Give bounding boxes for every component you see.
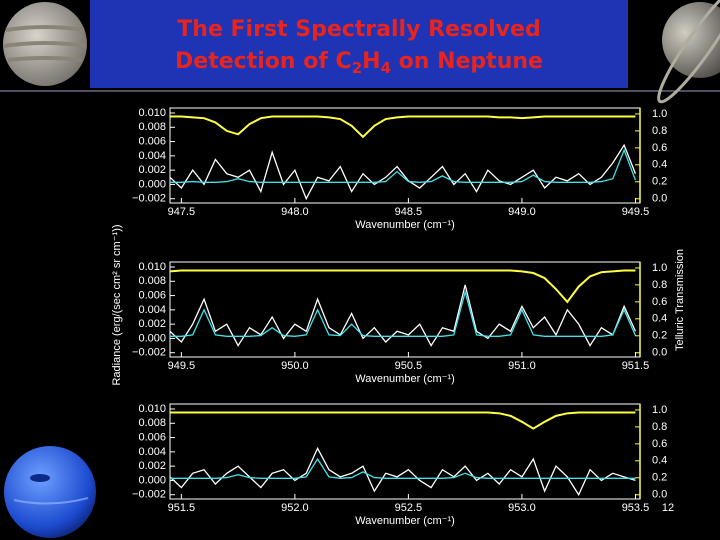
x-tick-label: 950.5 — [395, 360, 423, 372]
y2-tick-label: 0.8 — [652, 421, 667, 433]
y-tick-label: 0.000 — [138, 332, 166, 344]
y-tick-label: 0.008 — [138, 121, 166, 133]
x-tick-label: 949.5 — [622, 206, 650, 218]
y-tick-label: 0.010 — [138, 261, 166, 273]
title-text: H — [362, 49, 380, 74]
slide-number: 12 — [662, 502, 674, 514]
y-tick-label: 0.004 — [138, 446, 166, 458]
y-tick-label: −0.002 — [132, 193, 166, 205]
series-line — [169, 446, 636, 497]
jupiter-image — [3, 2, 87, 86]
y2-tick-label: 0.4 — [652, 159, 667, 171]
series-line — [170, 457, 636, 479]
y2-tick-label: 0.6 — [652, 296, 667, 308]
series-line — [170, 115, 636, 139]
y-tick-label: 0.004 — [138, 304, 166, 316]
y2-tick-label: 0.6 — [652, 438, 667, 450]
series-line — [170, 148, 637, 183]
title-text: Detection of C — [175, 49, 352, 74]
title-line-1: The First Spectrally Resolved — [177, 17, 540, 42]
y2-tick-label: 1.0 — [652, 404, 667, 416]
y2-tick-label: 0.2 — [652, 330, 667, 342]
y-tick-label: 0.000 — [138, 178, 166, 190]
y2-tick-label: 0.0 — [652, 347, 667, 359]
y-tick-label: 0.006 — [138, 431, 166, 443]
y2-tick-label: 0.2 — [652, 472, 667, 484]
y2-tick-label: 0.4 — [652, 313, 667, 325]
title-line-2: Detection of C2H4 on Neptune — [175, 49, 543, 77]
x-tick-label: 953.5 — [622, 502, 650, 514]
title-banner — [90, 0, 628, 88]
y-tick-label: 0.010 — [138, 107, 166, 119]
y2-tick-label: 0.4 — [652, 455, 667, 467]
title-subscript: 4 — [381, 59, 391, 77]
y2-tick-label: 0.6 — [652, 142, 667, 154]
series-line — [170, 411, 636, 430]
y-tick-label: 0.008 — [138, 275, 166, 287]
x-tick-label: 950.0 — [281, 360, 309, 372]
x-tick-label: 951.5 — [168, 502, 196, 514]
x-axis-label: Wavenumber (cm⁻¹) — [355, 219, 455, 231]
x-tick-label: 948.0 — [281, 206, 309, 218]
series-line — [169, 284, 637, 347]
y2-tick-label: 0.0 — [652, 193, 667, 205]
y-tick-label: 0.002 — [138, 164, 166, 176]
x-tick-label: 953.0 — [508, 502, 536, 514]
y-tick-label: 0.002 — [138, 318, 166, 330]
saturn-image — [657, 0, 720, 104]
y2-axis-label: Telluric Transmission — [674, 249, 686, 351]
x-tick-label: 951.0 — [508, 360, 536, 372]
y-tick-label: −0.002 — [132, 347, 166, 359]
series-line — [170, 289, 637, 337]
x-axis-label: Wavenumber (cm⁻¹) — [355, 373, 455, 385]
y-tick-label: −0.002 — [132, 489, 166, 501]
title-text: on Neptune — [391, 49, 543, 74]
x-tick-label: 948.5 — [395, 206, 423, 218]
y2-tick-label: 0.8 — [652, 279, 667, 291]
series-line — [169, 143, 637, 201]
y-axis-label: Radiance (erg/(sec cm² sr cm⁻¹)) — [111, 224, 123, 385]
y2-tick-label: 1.0 — [652, 108, 667, 120]
x-tick-label: 952.0 — [281, 502, 309, 514]
y2-tick-label: 0.8 — [652, 125, 667, 137]
y-tick-label: 0.006 — [138, 289, 166, 301]
y-tick-label: 0.002 — [138, 460, 166, 472]
y-tick-label: 0.008 — [138, 417, 166, 429]
y-tick-label: 0.004 — [138, 150, 166, 162]
y2-tick-label: 1.0 — [652, 262, 667, 274]
x-axis-label: Wavenumber (cm⁻¹) — [355, 515, 455, 527]
x-tick-label: 949.5 — [168, 360, 196, 372]
y2-tick-label: 0.2 — [652, 176, 667, 188]
y-tick-label: 0.000 — [138, 474, 166, 486]
title-subscript: 2 — [352, 59, 362, 77]
x-tick-label: 952.5 — [395, 502, 423, 514]
x-tick-label: 951.5 — [622, 360, 650, 372]
x-tick-label: 947.5 — [168, 206, 196, 218]
neptune-image — [4, 446, 96, 538]
x-tick-label: 949.0 — [508, 206, 536, 218]
y-tick-label: 0.006 — [138, 135, 166, 147]
y2-tick-label: 0.0 — [652, 489, 667, 501]
y-tick-label: 0.010 — [138, 403, 166, 415]
series-line — [169, 269, 636, 304]
